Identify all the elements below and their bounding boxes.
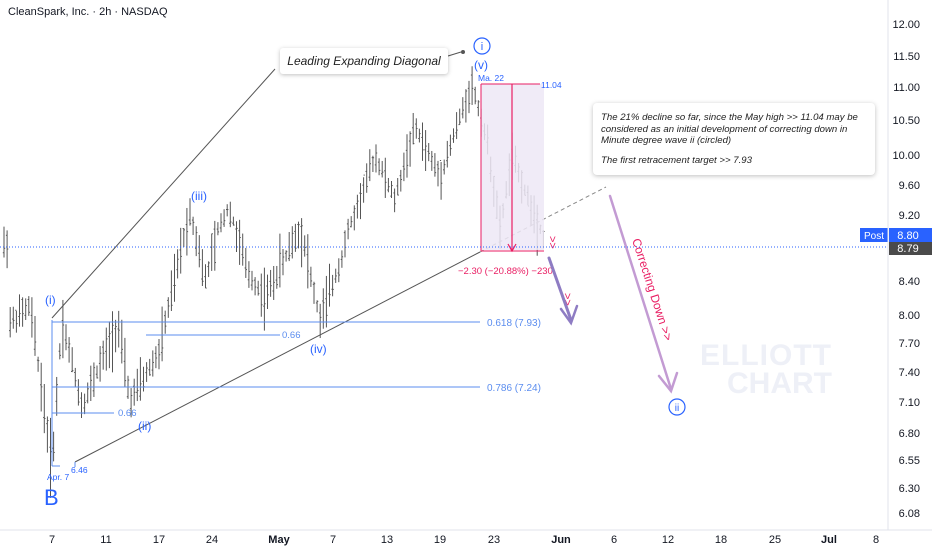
post-tag-bg: [860, 228, 888, 242]
low-value-label: 6.46: [71, 465, 88, 475]
watermark-line-1: ELLIOTT: [700, 339, 832, 372]
y-tick-label: 11.00: [893, 82, 920, 94]
x-tick-label: Jun: [551, 534, 571, 546]
chart-title: CleanSpark, Inc. · 2h · NASDAQ: [8, 6, 168, 18]
y-tick-label: 6.30: [899, 483, 920, 495]
short-projection-arrow: [547, 256, 573, 322]
x-tick-label: 7: [49, 534, 55, 546]
measure-arrowhead: [507, 243, 517, 253]
y-tick-label: 8.00: [899, 310, 920, 322]
fib-small-label-2: 0.66: [118, 408, 137, 419]
x-tick-label: May: [268, 534, 290, 546]
x-tick-label: 7: [330, 534, 336, 546]
note-line-1: The 21% decline so far, since the May hi…: [601, 112, 858, 146]
circle-i-ring: [473, 37, 491, 55]
long-projection-arrow: [608, 194, 673, 391]
circle-i-label: i: [481, 41, 483, 53]
circle-ii-label: ii: [675, 403, 679, 414]
watermark-line-2: CHART: [726, 367, 832, 400]
fib-small-label-1: 0.66: [282, 330, 301, 341]
post-tag-label: Post: [864, 231, 884, 242]
wave-iii-label: (iii): [191, 189, 207, 203]
y-tick-label: 6.55: [899, 455, 920, 467]
y-tick-label: 9.20: [899, 210, 920, 222]
watermark: ELLIOTT CHART: [700, 339, 832, 400]
y-tick-label: 7.10: [899, 397, 920, 409]
x-tick-label: 11: [100, 534, 111, 546]
diagonal-callout[interactable]: Leading Expanding Diagonal: [280, 48, 448, 74]
y-tick-label: 12.00: [892, 19, 920, 31]
x-tick-label: Jul: [821, 534, 837, 546]
x-tick-label: 13: [381, 534, 393, 546]
fib-618-label: 0.618 (7.93): [487, 318, 541, 329]
wave-i-label: (i): [45, 293, 56, 307]
diagonal-callout-text: Leading Expanding Diagonal: [287, 54, 441, 68]
y-tick-label: 8.40: [899, 276, 920, 288]
circle-ii-ring: [668, 398, 686, 416]
x-tick-label: 8: [873, 534, 879, 546]
callout-dot: [461, 50, 465, 54]
y-tick-label: 6.80: [899, 428, 920, 440]
note-line-2: The first retracement target >> 7.93: [601, 154, 752, 166]
short-projection-head: [559, 304, 579, 326]
x-tick-label: 25: [769, 534, 781, 546]
high-date-label: Ma. 22: [478, 73, 504, 83]
callout-pointer: [447, 51, 462, 57]
candles: [2, 66, 545, 498]
wave-iv-label: (iv): [310, 342, 327, 356]
y-tick-label: 10.00: [892, 150, 920, 162]
x-tick-label: 19: [434, 534, 446, 546]
last-price-value: 8.79: [897, 243, 918, 255]
x-tick-label: 6: [611, 534, 617, 546]
measure-text: −2.30 (−20.88%) −230: [458, 266, 553, 277]
y-tick-label: 6.08: [899, 508, 920, 520]
x-tick-label: 12: [662, 534, 674, 546]
long-projection-head: [657, 371, 679, 394]
analysis-note[interactable]: The 21% decline so far, since the May hi…: [593, 103, 875, 175]
low-date-label: Apr. 7: [47, 472, 69, 482]
post-price-value: 8.80: [897, 230, 918, 242]
x-tick-label: 23: [488, 534, 500, 546]
diagonal-upper-line: [51, 68, 276, 319]
x-tick-label: 18: [715, 534, 727, 546]
y-tick-label: 11.50: [893, 51, 920, 63]
x-tick-label: 24: [206, 534, 218, 546]
post-price-bg: [889, 228, 932, 242]
chevron-price: >>: [546, 236, 558, 249]
y-tick-label: 7.70: [899, 338, 920, 350]
high-value-label: 11.04: [541, 80, 562, 90]
diagonal-lower-line: [74, 251, 481, 463]
y-tick-label: 9.60: [899, 180, 920, 192]
y-tick-label: 7.40: [899, 367, 920, 379]
fib-786-label: 0.786 (7.24): [487, 383, 541, 394]
y-tick-label: 10.50: [892, 115, 920, 127]
x-tick-label: 17: [153, 534, 165, 546]
wave-v-label: (v): [474, 58, 488, 72]
last-price-bg: [889, 242, 932, 255]
wave-ii-label: (ii): [138, 419, 151, 433]
wave-b-label: B: [44, 485, 59, 510]
